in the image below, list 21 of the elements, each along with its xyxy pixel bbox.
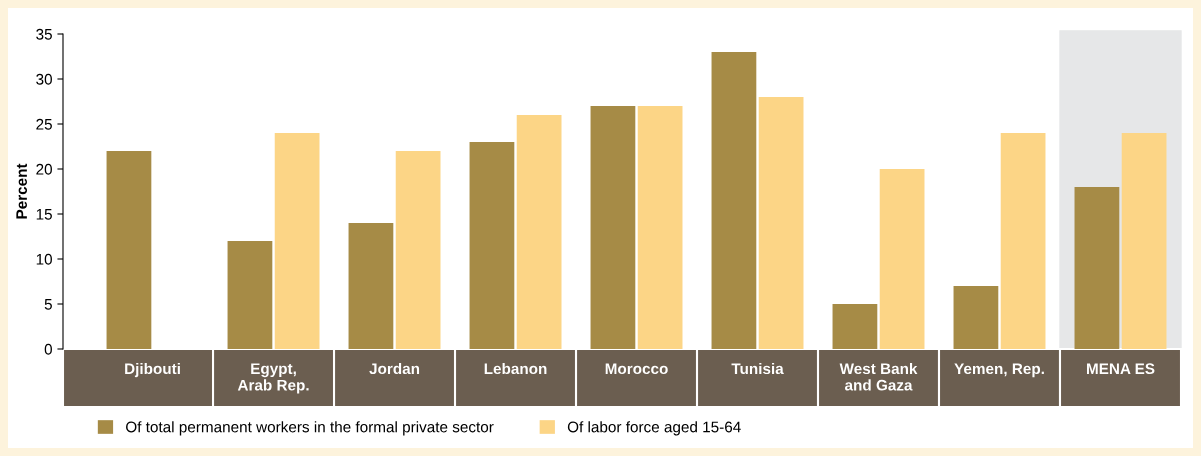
x-tick-label: Jordan (369, 362, 420, 375)
y-tick-label: 15 (36, 209, 52, 220)
x-tick-label: Morocco (605, 363, 668, 375)
y-tick-label: 20 (36, 163, 52, 175)
y-tick-label: 35 (36, 28, 52, 40)
legend-label: Of labor force aged 15-64 (567, 421, 741, 436)
legend-label: Of total permanent workers in the formal private sector (126, 421, 494, 436)
y-tick-label: 30 (36, 73, 52, 85)
y-tick-label: 5 (44, 299, 52, 310)
y-tick-label: 0 (44, 343, 52, 355)
bar (106, 151, 152, 349)
x-tick-label: MENA ES (1087, 363, 1155, 375)
x-tick-label: Tunisia (731, 362, 784, 375)
y-axis-title: Percent (16, 163, 28, 219)
x-tick-label: Djibouti (125, 362, 180, 378)
y-tick-label: 10 (36, 253, 52, 265)
x-tick-label: Egypt, Arab Rep. (237, 363, 309, 394)
y-tick-label: 25 (36, 118, 52, 130)
x-tick-label: Lebanon (484, 362, 547, 375)
x-tick-label: Yemen, Rep. (954, 363, 1044, 378)
x-tick-label: West Bank and Gaza (839, 362, 918, 391)
